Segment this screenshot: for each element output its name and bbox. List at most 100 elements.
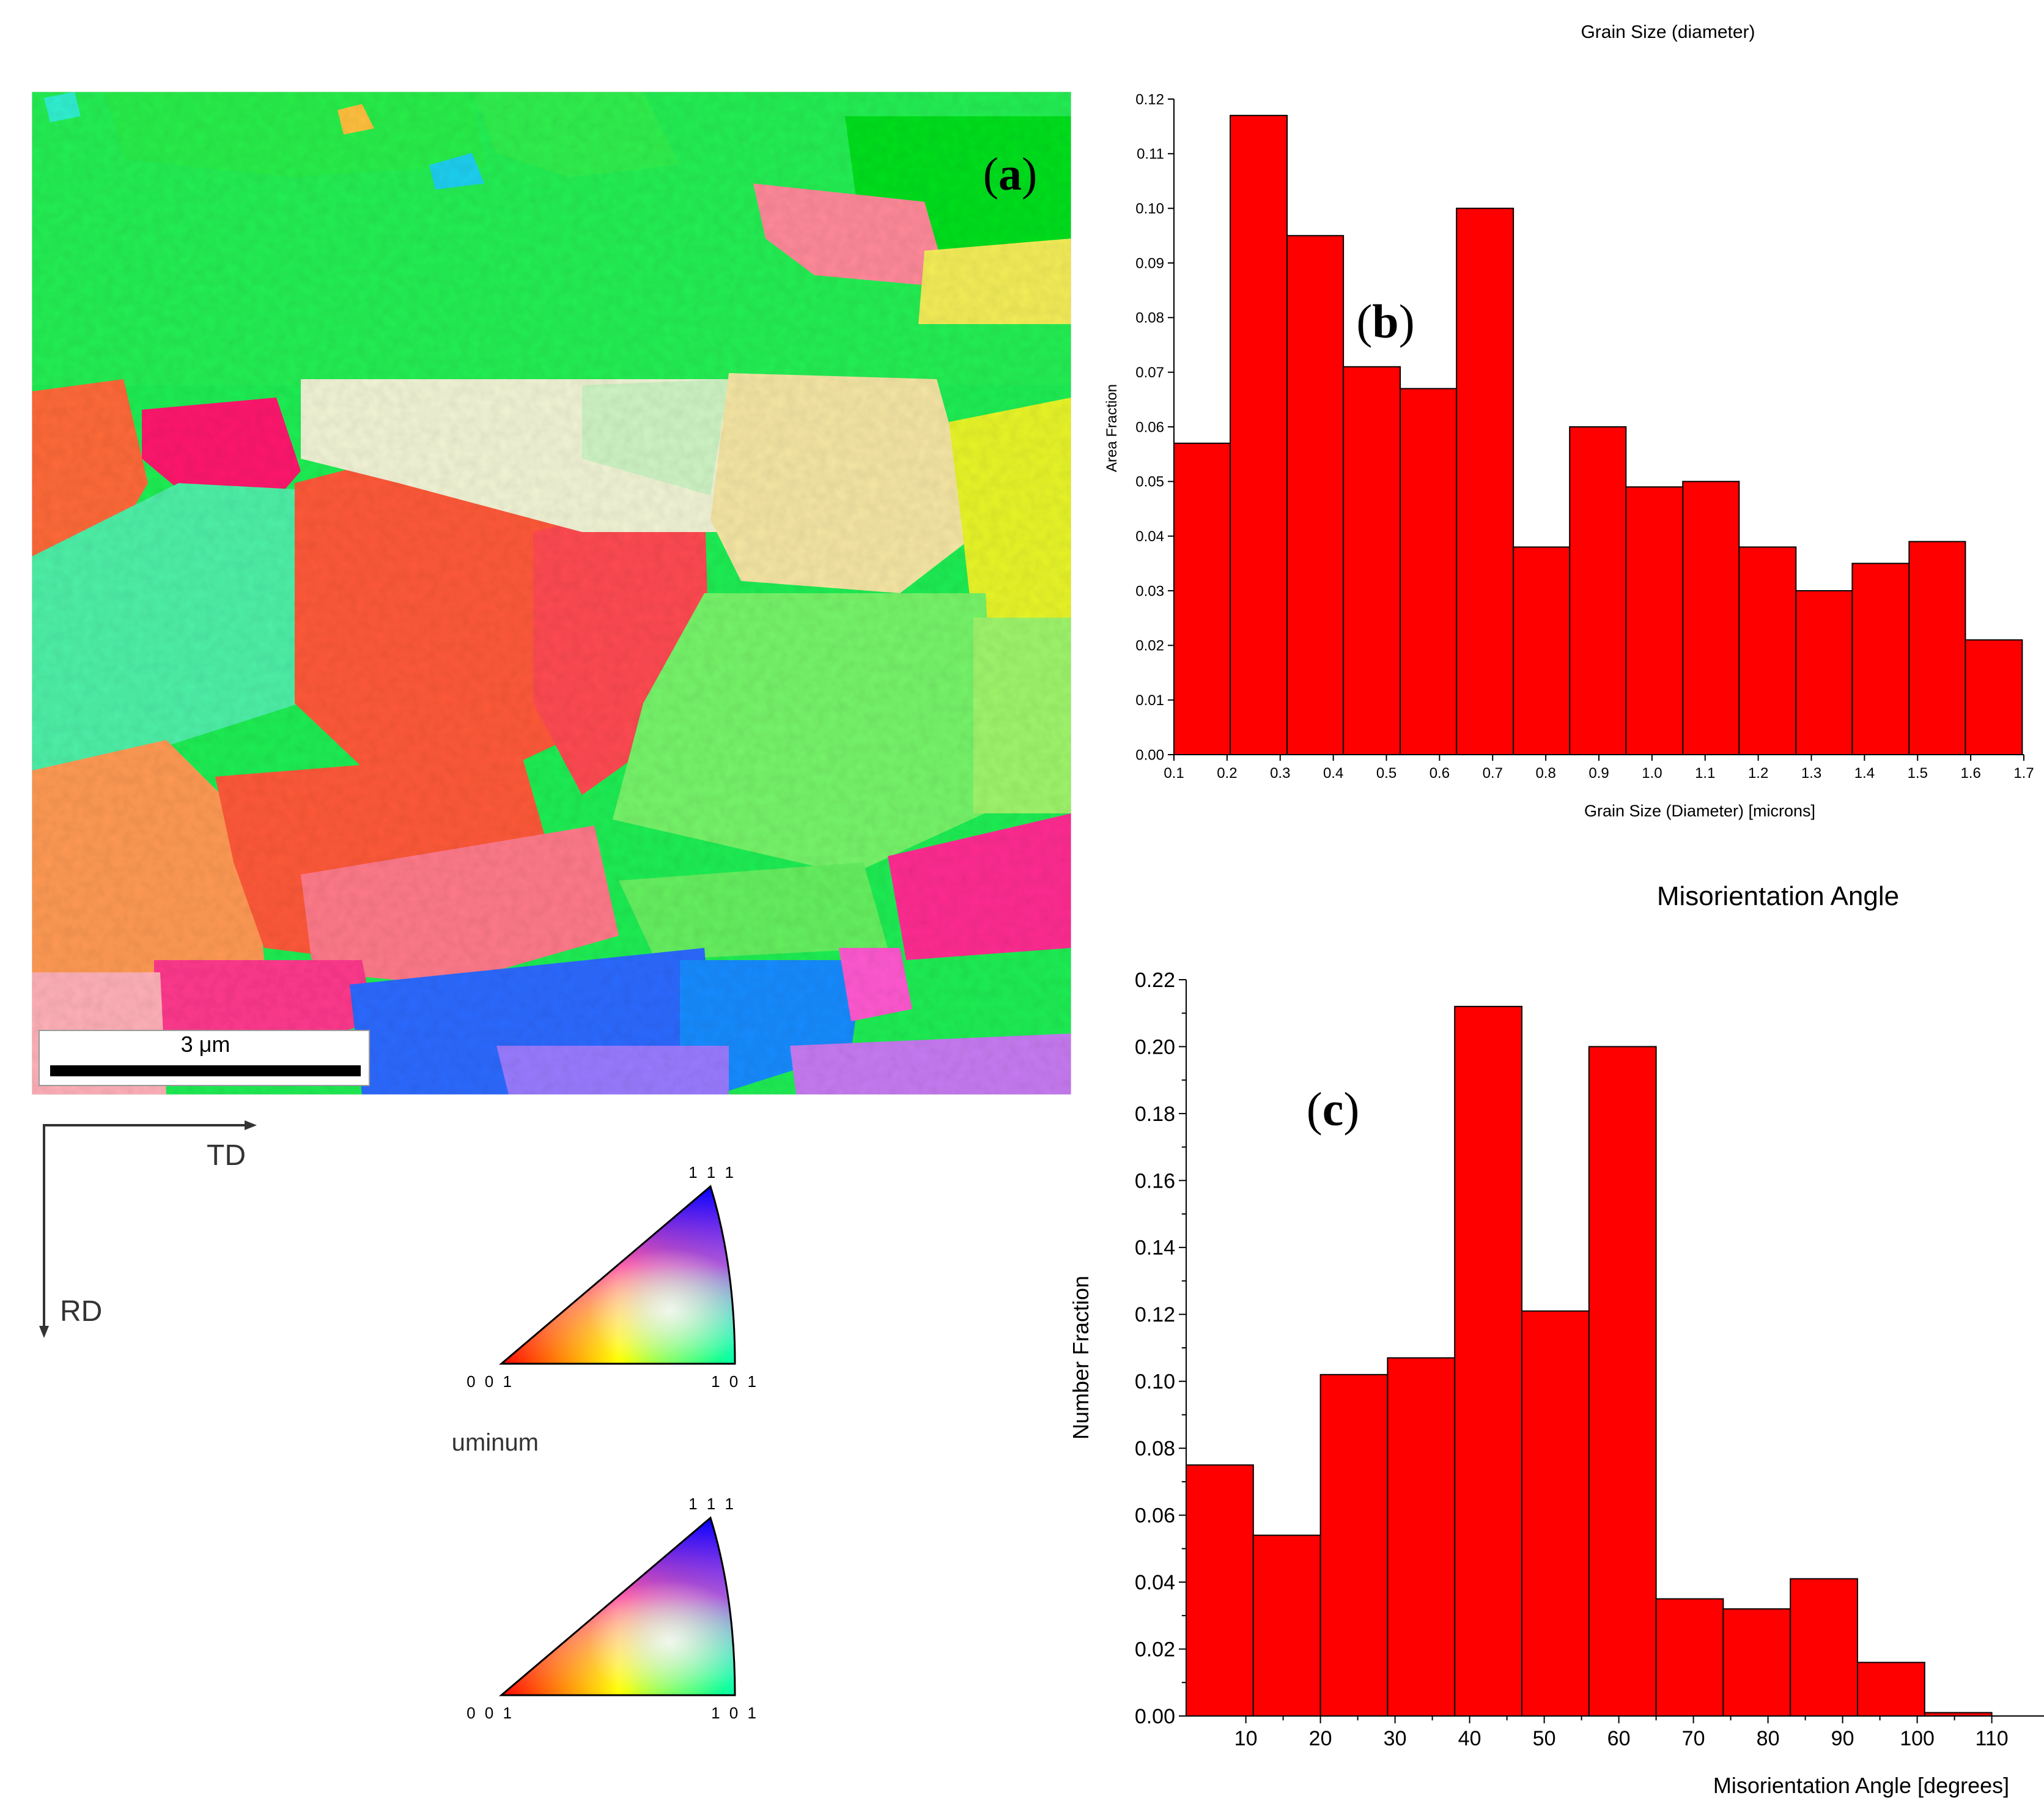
ipf-triangle-upper: 1 1 1 0 0 1 1 0 1 <box>467 1163 759 1391</box>
ipf-label-001-upper: 0 0 1 <box>467 1372 514 1391</box>
histogram-bar <box>1857 1662 1925 1717</box>
ipf-label-101-lower: 1 0 1 <box>711 1704 759 1722</box>
y-tick-label: 0.02 <box>1135 638 1164 654</box>
x-tick-label: 1.7 <box>2013 765 2034 782</box>
x-tick-label: 0.6 <box>1430 765 1450 782</box>
grain-size-title: Grain Size (diameter) <box>1581 22 1755 42</box>
grain-size-ylabel: Area Fraction <box>1104 384 1120 472</box>
grain-size-chart: Grain Size (diameter) 0.00 0.01 0.02 0.03 0.… <box>1104 22 2034 820</box>
histogram-bar <box>1252 1534 1321 1717</box>
y-tick-label: 0.00 <box>1135 1705 1175 1728</box>
y-tick-label: 0.07 <box>1135 364 1164 381</box>
grain-size-xlabel: Grain Size (Diameter) [microns] <box>1584 802 1815 820</box>
td-label: TD <box>207 1139 246 1172</box>
y-tick-label: 0.04 <box>1135 528 1164 545</box>
y-tick-label: 0.01 <box>1135 692 1164 709</box>
x-tick-label: 0.7 <box>1483 765 1503 782</box>
histogram-bar <box>1286 235 1345 756</box>
y-tick-label: 0.10 <box>1135 1370 1175 1394</box>
x-tick-label: 1.3 <box>1801 765 1821 782</box>
histogram-bar <box>1343 366 1401 755</box>
histogram-bar <box>1387 1357 1456 1717</box>
y-tick-label: 0.12 <box>1135 91 1164 108</box>
x-tick-label: 80 <box>1757 1727 1780 1750</box>
y-tick-label: 0.22 <box>1135 969 1175 992</box>
x-tick-label: 0.9 <box>1588 765 1609 782</box>
histogram-bar <box>1738 546 1797 755</box>
histogram-bar <box>1400 388 1458 755</box>
histogram-bar <box>1173 442 1231 755</box>
y-tick-label: 0.20 <box>1135 1035 1175 1059</box>
y-tick-label: 0.08 <box>1135 1437 1175 1460</box>
td-arrow-icon <box>245 1120 257 1130</box>
x-tick-label: 60 <box>1607 1727 1631 1750</box>
x-tick-label: 50 <box>1533 1727 1556 1750</box>
histogram-bar <box>1655 1598 1724 1717</box>
y-tick-label: 0.16 <box>1135 1169 1175 1193</box>
x-tick-label: 70 <box>1682 1727 1705 1750</box>
histogram-bar <box>1569 426 1627 755</box>
x-tick-label: 40 <box>1458 1727 1481 1750</box>
x-tick-label: 1.6 <box>1960 765 1980 782</box>
x-tick-label: 1.1 <box>1695 765 1715 782</box>
histogram-bar <box>1319 1374 1389 1717</box>
x-tick-label: 0.3 <box>1270 765 1290 782</box>
y-tick-label: 0.14 <box>1135 1237 1175 1260</box>
rd-arrow-icon <box>39 1326 49 1338</box>
histogram-bar <box>1521 1310 1590 1717</box>
y-tick-label: 0.04 <box>1135 1571 1175 1594</box>
y-tick-label: 0.03 <box>1135 583 1164 599</box>
histogram-bar <box>1456 207 1515 755</box>
ipf-label-001-lower: 0 0 1 <box>467 1704 514 1722</box>
x-tick-label: 10 <box>1234 1727 1258 1750</box>
ipf-legend: 1 1 1 0 0 1 1 0 1 Aluminum 1 1 1 0 0 1 1… <box>452 1163 759 1722</box>
histogram-bar <box>1722 1608 1791 1717</box>
panel-c-label: (c) <box>1307 1082 1360 1136</box>
ipf-label-111-upper: 1 1 1 <box>688 1163 736 1181</box>
y-tick-label: 0.11 <box>1137 146 1164 163</box>
sample-axes: TD RD <box>39 1120 257 1338</box>
y-tick-label: 0.08 <box>1135 310 1164 327</box>
scale-bar: 3 μm <box>39 1030 370 1086</box>
misorientation-xlabel: Misorientation Angle [degrees] <box>1713 1773 2009 1798</box>
orientation-map: 3 μm (a) <box>32 92 1071 1095</box>
ipf-label-101-upper: 1 0 1 <box>711 1372 759 1391</box>
y-tick-label: 0.10 <box>1135 201 1164 217</box>
histogram-bar <box>1908 541 1966 755</box>
y-tick-label: 0.05 <box>1135 474 1164 490</box>
histogram-bar <box>1795 590 1853 755</box>
ipf-material-label: Aluminum <box>452 1429 539 1456</box>
ipf-triangle-lower: 1 1 1 0 0 1 1 0 1 <box>467 1495 759 1722</box>
histogram-bar <box>1588 1046 1657 1717</box>
histogram-bar <box>1790 1578 1858 1717</box>
y-tick-label: 0.02 <box>1135 1638 1175 1661</box>
x-tick-label: 0.5 <box>1376 765 1396 782</box>
x-tick-label: 1.0 <box>1642 765 1662 782</box>
panel-a-label: (a) <box>983 149 1038 200</box>
x-tick-label: 110 <box>1975 1727 2008 1750</box>
x-tick-label: 1.4 <box>1854 765 1875 782</box>
misorientation-ylabel: Number Fraction <box>1068 1276 1093 1440</box>
histogram-bar <box>1454 1005 1523 1717</box>
histogram-bar <box>1965 639 2023 756</box>
x-tick-label: 90 <box>1831 1727 1854 1750</box>
ipf-label-111-lower: 1 1 1 <box>688 1495 736 1513</box>
histogram-bar <box>1513 546 1571 755</box>
x-tick-label: 20 <box>1309 1727 1332 1750</box>
panel-b-label: (b) <box>1356 295 1414 348</box>
histogram-bar <box>1230 114 1288 755</box>
y-tick-label: 0.06 <box>1135 1504 1175 1528</box>
x-tick-label: 0.1 <box>1164 765 1184 782</box>
misorientation-chart: Misorientation Angle 0.00 0.02 0.04 0.06 0.0… <box>1068 881 2044 1798</box>
y-tick-label: 0.18 <box>1135 1103 1175 1126</box>
histogram-bar <box>1625 486 1684 755</box>
x-tick-label: 1.2 <box>1748 765 1768 782</box>
scale-bar-label: 3 μm <box>181 1032 231 1057</box>
y-tick-label: 0.00 <box>1135 747 1164 763</box>
x-tick-label: 0.8 <box>1535 765 1555 782</box>
y-tick-label: 0.12 <box>1135 1303 1175 1326</box>
histogram-bar <box>1682 481 1740 755</box>
x-tick-label: 0.2 <box>1217 765 1237 782</box>
y-tick-label: 0.06 <box>1135 419 1164 435</box>
x-tick-label: 0.4 <box>1323 765 1343 782</box>
